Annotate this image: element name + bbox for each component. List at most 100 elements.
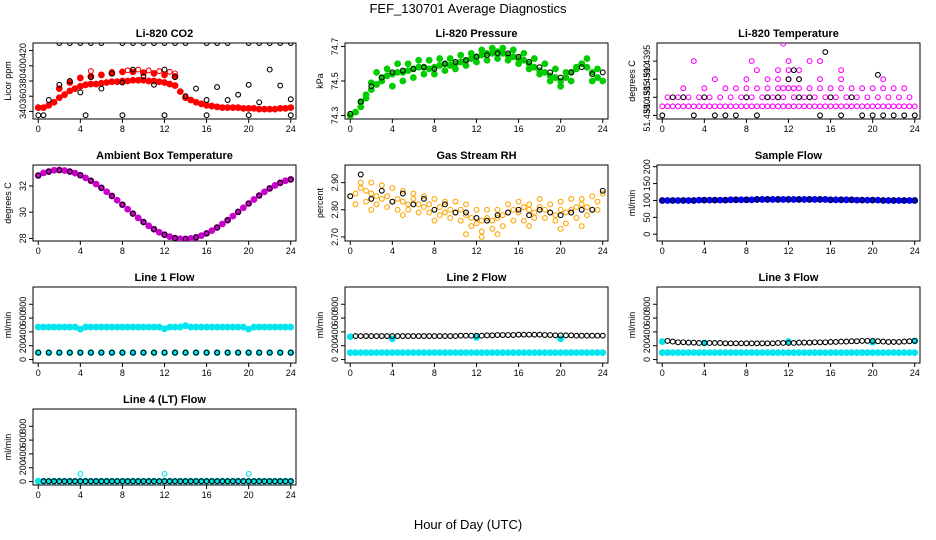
data-point: [425, 56, 433, 64]
data-point: [780, 340, 787, 346]
data-point: [806, 85, 813, 92]
data-point: [552, 65, 559, 73]
data-point: [389, 185, 396, 192]
data-point: [352, 201, 359, 208]
data-point: [214, 84, 221, 91]
x-tick-label: 4: [702, 246, 707, 256]
data-point: [176, 88, 184, 96]
data-point: [711, 112, 718, 119]
data-point: [669, 103, 676, 110]
x-tick-label: 0: [660, 368, 665, 378]
data-point: [151, 349, 157, 356]
data-point: [785, 58, 792, 65]
data-point: [452, 65, 459, 73]
data-point: [669, 197, 676, 204]
x-tick-label: 4: [78, 124, 83, 134]
data-point: [441, 333, 448, 340]
data-point: [817, 196, 824, 203]
data-point: [388, 82, 396, 90]
data-point: [896, 103, 902, 110]
data-point: [235, 91, 242, 98]
data-point: [277, 349, 284, 356]
y-tick-label: 800: [642, 297, 652, 312]
data-point: [161, 66, 168, 73]
data-point: [287, 478, 294, 485]
plot-frame: [656, 164, 921, 242]
data-point: [775, 94, 781, 101]
data-point: [717, 103, 724, 110]
data-point: [775, 85, 781, 92]
y-tick-label: 800: [18, 297, 28, 312]
data-point: [843, 338, 850, 345]
data-point: [838, 85, 845, 92]
panel-title: Gas Stream RH: [436, 150, 516, 162]
y-axis-label: kPa: [315, 73, 325, 89]
x-tick-label: 4: [702, 124, 707, 134]
data-point: [489, 332, 496, 339]
data-point: [690, 197, 697, 204]
data-point: [764, 94, 771, 101]
data-point: [547, 209, 554, 216]
x-tick-label: 24: [598, 246, 608, 256]
data-point: [368, 333, 375, 340]
data-point: [484, 206, 490, 213]
x-tick-label: 24: [910, 246, 920, 256]
point-layer: [347, 171, 606, 240]
y-tick-label: 30: [18, 207, 28, 217]
data-point: [547, 69, 554, 76]
x-tick-label: 12: [471, 124, 481, 134]
data-point: [362, 91, 370, 99]
data-point: [790, 67, 797, 74]
data-point: [531, 214, 538, 221]
data-point: [373, 68, 380, 76]
data-point: [378, 195, 385, 202]
data-point: [764, 340, 771, 347]
data-point: [357, 171, 364, 178]
data-point: [478, 228, 485, 235]
data-point: [61, 91, 68, 99]
data-point: [848, 94, 855, 101]
data-point: [732, 196, 739, 203]
data-point: [769, 340, 776, 347]
data-point: [399, 212, 406, 219]
data-point: [510, 217, 517, 224]
data-point: [368, 195, 375, 202]
data-point: [505, 50, 512, 57]
data-point: [399, 77, 407, 85]
data-point: [462, 62, 470, 69]
x-tick-label: 16: [514, 124, 524, 134]
data-point: [394, 195, 401, 202]
data-point: [98, 184, 105, 191]
data-point: [890, 112, 897, 119]
data-point: [373, 201, 380, 208]
data-point: [796, 94, 802, 101]
data-point: [119, 349, 126, 356]
data-point: [753, 85, 760, 92]
data-point: [256, 99, 263, 106]
data-point: [536, 206, 543, 213]
data-point: [722, 103, 729, 110]
data-point: [399, 190, 406, 197]
y-tick-label: 400: [642, 324, 652, 339]
x-tick-label: 20: [244, 124, 254, 134]
data-point: [526, 212, 533, 219]
data-point: [696, 94, 703, 101]
data-point: [696, 103, 703, 110]
data-point: [431, 217, 438, 224]
panel-title: Line 3 Flow: [759, 272, 819, 284]
x-tick-label: 0: [36, 490, 41, 500]
x-tick-label: 12: [159, 490, 169, 500]
data-point: [890, 103, 897, 110]
data-point: [785, 103, 792, 110]
y-tick-label: 400: [18, 324, 28, 339]
data-point: [266, 185, 273, 192]
panel-title: Li-820 CO2: [136, 28, 193, 40]
data-point: [764, 76, 771, 83]
data-point: [399, 333, 406, 340]
data-point: [817, 112, 824, 119]
data-point: [531, 209, 538, 216]
data-point: [431, 206, 438, 213]
data-point: [484, 52, 490, 59]
y-tick-label: 28: [18, 233, 28, 243]
